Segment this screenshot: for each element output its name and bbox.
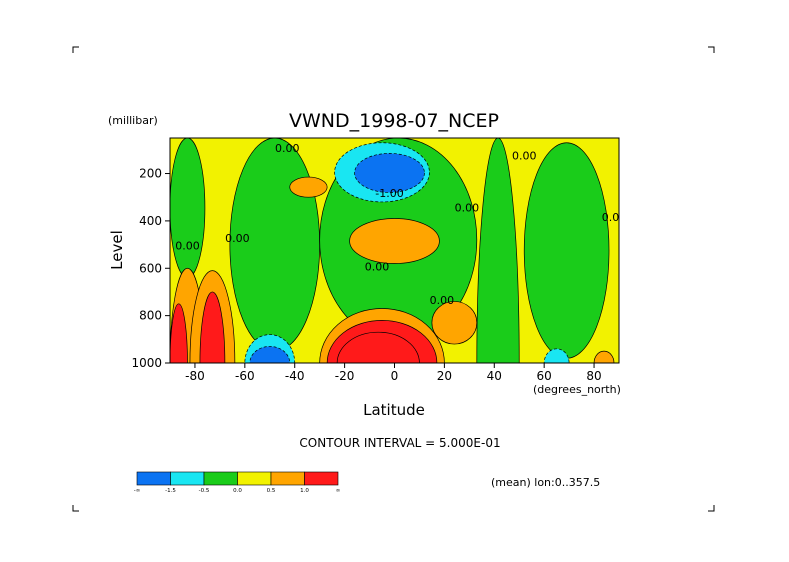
colorbar-label: ∞	[336, 488, 341, 494]
y-tick-label: 400	[139, 214, 162, 228]
contour-labels: 0.00 -1.00 0.00 0.00 0.00 0.00 0.00 0.00 0.00	[175, 142, 627, 307]
x-tick-label: 40	[487, 369, 502, 383]
contour-region	[523, 142, 610, 359]
colorbar-label: -∞	[134, 488, 141, 494]
x-axis-label: Latitude	[363, 401, 425, 419]
contour-label: 0.00	[455, 201, 480, 214]
y-tick-label: 1000	[131, 356, 162, 370]
colorbar: -∞ -1.5 -0.5 0.0 0.5 1.0 ∞	[134, 471, 341, 494]
colorbar-label: 0.0	[233, 488, 242, 494]
x-tick-label: 80	[586, 369, 601, 383]
contour-region	[593, 350, 615, 363]
contour-region	[349, 218, 440, 264]
y-tick-label: 200	[139, 167, 162, 181]
y-tick-label: 600	[139, 261, 162, 275]
y-tick-label: 800	[139, 309, 162, 323]
contour-region	[170, 138, 206, 279]
y-axis-units: (millibar)	[108, 114, 158, 127]
x-tick-label: -80	[185, 369, 205, 383]
contour-label: 0.00	[225, 232, 250, 245]
contour-region	[289, 176, 328, 198]
x-axis: -80 -60 -40 -20 0 20 40 60 80	[185, 363, 602, 383]
contour-label: 0.00	[602, 211, 627, 224]
contour-label: 0.00	[365, 261, 390, 274]
x-tick-label: -40	[285, 369, 305, 383]
x-tick-label: 60	[537, 369, 552, 383]
colorbar-label: 0.5	[267, 488, 276, 494]
contour-region	[431, 301, 478, 345]
colorbar-swatch	[270, 471, 305, 486]
x-tick-label: -20	[335, 369, 355, 383]
x-tick-label: -60	[235, 369, 255, 383]
y-axis: 200 400 600 800 1000	[131, 167, 170, 370]
colorbar-swatch	[136, 471, 171, 486]
colorbar-swatch	[203, 471, 238, 486]
contour-region	[476, 138, 520, 363]
colorbar-label: 1.0	[300, 488, 309, 494]
colorbar-label: -0.5	[199, 488, 210, 494]
colorbar-label: -1.5	[165, 488, 176, 494]
footnote: (mean) lon:0..357.5	[491, 476, 600, 489]
contour-label: 0.00	[175, 239, 200, 252]
contour-interval: CONTOUR INTERVAL = 5.000E-01	[299, 436, 500, 450]
colorbar-swatch	[304, 471, 339, 486]
x-tick-label: 0	[391, 369, 399, 383]
contour-label: 0.00	[430, 294, 455, 307]
contour-region	[170, 303, 188, 363]
chart-title: VWND_1998-07_NCEP	[289, 110, 499, 132]
crop-marks	[72, 46, 715, 512]
x-tick-label: 20	[437, 369, 452, 383]
y-axis-label: Level	[108, 230, 126, 270]
contour-label: 0.00	[275, 142, 300, 155]
colorbar-swatch	[170, 471, 205, 486]
contour-label: -1.00	[375, 187, 403, 200]
x-axis-units: (degrees_north)	[533, 383, 621, 396]
colorbar-swatch	[237, 471, 272, 486]
contour-regions	[170, 138, 619, 363]
contour-label: 0.00	[512, 149, 537, 162]
contour-region	[354, 153, 425, 193]
